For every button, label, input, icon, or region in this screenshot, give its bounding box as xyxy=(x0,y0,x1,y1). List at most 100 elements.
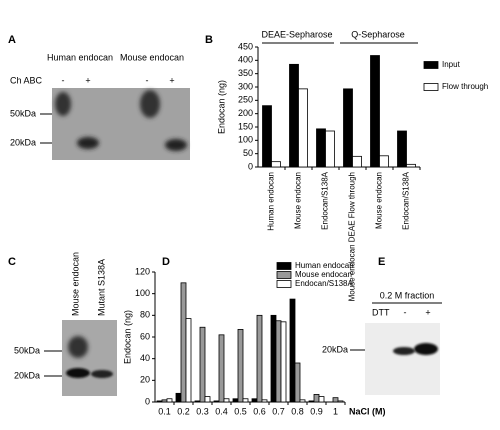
bar xyxy=(308,400,315,403)
y-tick-label: 80 xyxy=(140,310,150,320)
bar xyxy=(343,88,353,168)
y-tick-label: 400 xyxy=(238,55,253,65)
x-tick-label: 0.2 xyxy=(177,406,190,416)
sign: - xyxy=(62,75,65,85)
bar xyxy=(352,155,362,168)
y-tick-label: 300 xyxy=(238,81,253,91)
band xyxy=(140,90,160,118)
y-tick-label: 40 xyxy=(140,353,150,363)
x-tick-label: Mouse endocan DEAE Flow through xyxy=(348,172,357,301)
bar xyxy=(194,400,201,403)
bar xyxy=(180,282,187,403)
y-tick-label: 450 xyxy=(238,41,253,51)
band xyxy=(55,92,71,116)
legend-label: Human endocan xyxy=(295,261,354,270)
y-tick-label: 350 xyxy=(238,68,253,78)
legend-label: Input xyxy=(442,60,461,69)
sign: - xyxy=(404,307,407,317)
x-tick-label: 0.1 xyxy=(158,406,171,416)
x-tick-label: 0.5 xyxy=(234,406,247,416)
sign: + xyxy=(169,75,174,85)
marker-label: 20kDa xyxy=(10,137,36,147)
gel xyxy=(365,323,440,395)
bar xyxy=(223,398,230,403)
bar xyxy=(318,396,325,403)
bar xyxy=(332,397,339,403)
y-axis-label: Endocan (ng) xyxy=(216,80,226,134)
bar xyxy=(275,320,282,403)
band xyxy=(165,139,187,151)
x-tick-label: 0.4 xyxy=(215,406,228,416)
y-tick-label: 100 xyxy=(238,135,253,145)
legend-swatch xyxy=(423,61,439,69)
band xyxy=(91,370,113,378)
legend-swatch xyxy=(423,83,439,91)
bar xyxy=(204,396,211,403)
panel-label: C xyxy=(8,256,16,268)
band xyxy=(414,343,438,355)
x-axis-label: NaCl (M) xyxy=(349,406,386,416)
bar xyxy=(280,321,287,403)
bar xyxy=(166,398,173,403)
bar xyxy=(289,63,299,168)
panel-label: A xyxy=(8,34,16,46)
y-tick-label: 120 xyxy=(135,266,150,276)
x-tick-label: Human endocan xyxy=(267,172,276,231)
y-tick-label: 250 xyxy=(238,95,253,105)
bar xyxy=(397,130,407,168)
x-tick-label: Endocan/S138A xyxy=(402,171,411,229)
bar xyxy=(256,314,263,403)
band xyxy=(66,368,90,378)
bar xyxy=(237,329,244,403)
bar xyxy=(156,400,163,403)
y-tick-label: 0 xyxy=(248,161,253,171)
bar xyxy=(313,394,320,403)
panel-label: E xyxy=(378,256,385,268)
bar xyxy=(299,399,306,403)
marker-label: 50kDa xyxy=(14,345,40,355)
y-tick-label: 20 xyxy=(140,375,150,385)
band xyxy=(77,137,99,149)
group-label: Q-Sepharose xyxy=(351,29,405,39)
bar xyxy=(175,392,182,403)
y-axis-label: Endocan (ng) xyxy=(122,310,132,364)
bar xyxy=(379,155,389,168)
panel-label: D xyxy=(162,256,170,268)
lane-label: Mouse endocan xyxy=(120,52,184,62)
bar xyxy=(271,161,281,168)
panel-a: A Human endocan Mouse endocan Ch ABC - +… xyxy=(8,34,190,160)
legend-label: Flow through xyxy=(442,82,488,91)
legend-label: Endocan/S138A xyxy=(295,279,353,288)
bar xyxy=(337,400,344,403)
legend-swatch xyxy=(276,262,292,270)
x-tick-label: Mouse endocan xyxy=(294,172,303,229)
band xyxy=(393,347,415,355)
sign: + xyxy=(425,307,430,317)
sign: + xyxy=(85,75,90,85)
lane-label: Mouse endocan xyxy=(70,252,80,316)
marker-label: 20kDa xyxy=(322,344,348,354)
bar xyxy=(232,398,239,403)
bar xyxy=(242,398,249,403)
legend-swatch xyxy=(276,280,292,288)
bar xyxy=(298,88,308,168)
gel xyxy=(62,320,117,396)
x-tick-label: 0.8 xyxy=(291,406,304,416)
marker-label: 50kDa xyxy=(10,108,36,118)
y-tick-label: 150 xyxy=(238,121,253,131)
band xyxy=(68,336,88,358)
treatment-label: Ch ABC xyxy=(10,75,43,85)
lane-label: Mutant S138A xyxy=(96,259,106,316)
group-label: DEAE-Sepharose xyxy=(261,29,332,39)
bar xyxy=(289,298,296,403)
legend-label: Mouse endocan xyxy=(295,270,352,279)
bar xyxy=(270,314,277,403)
bar xyxy=(251,398,258,403)
bar xyxy=(406,163,416,168)
x-tick-label: 1 xyxy=(333,406,338,416)
bar xyxy=(325,130,335,168)
treatment-label: DTT xyxy=(372,307,390,317)
y-tick-label: 0 xyxy=(145,396,150,406)
y-tick-label: 100 xyxy=(135,288,150,298)
bar xyxy=(370,55,380,168)
